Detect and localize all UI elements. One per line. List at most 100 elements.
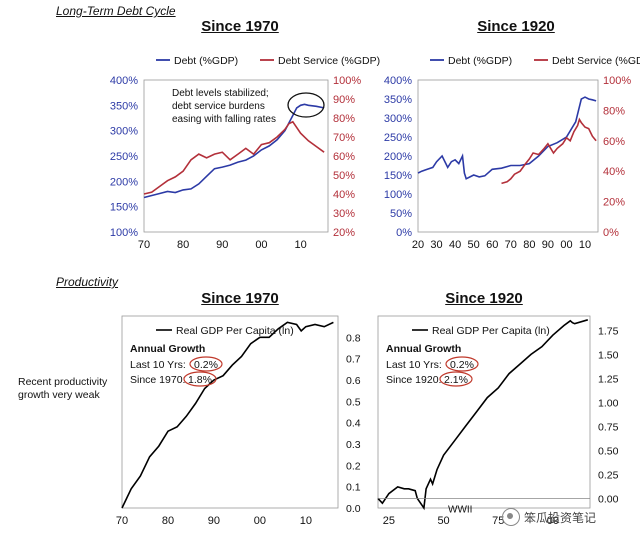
debt-1920-y-left-tick: 150%	[384, 170, 412, 182]
gdp-1920-x-tick: 50	[437, 515, 449, 527]
debt-1920-x-tick: 40	[449, 239, 461, 251]
gdp-1920-growth-circle	[445, 356, 479, 372]
debt-1970-legend-service-label: Debt Service (%GDP)	[278, 55, 380, 67]
debt-1920-y-left-tick: 250%	[384, 132, 412, 144]
debt-1920-x-tick: 20	[412, 239, 424, 251]
watermark: 笨瓜投资笔记	[502, 508, 596, 526]
debt-1970-annotation-line: easing with falling rates	[172, 114, 276, 125]
gdp-1970-y-tick: 0.2	[346, 460, 361, 472]
debt-1920-x-tick: 80	[523, 239, 535, 251]
debt-1970-x-tick: 80	[177, 239, 189, 251]
gdp-1920-series-gdp	[377, 319, 589, 511]
debt-1970-y-left-tick: 400%	[110, 75, 138, 87]
debt-1920-y-left-tick: 400%	[384, 75, 412, 87]
gdp-1920-x-tick: 25	[383, 515, 395, 527]
debt-1920-title: Since 1920	[477, 18, 555, 35]
gdp-1920-x-tick: 75	[492, 515, 504, 527]
debt-1920-x-tick: 90	[542, 239, 554, 251]
debt-1970-series-debt	[143, 103, 325, 199]
debt-1970-y-left-tick: 100%	[110, 227, 138, 239]
debt-1920-plot-frame	[417, 79, 599, 233]
gdp-1970-y-tick: 0.6	[346, 375, 361, 387]
debt-1920-y-right-tick: 80%	[603, 105, 625, 117]
gdp-1920-x-tick: 00	[547, 515, 559, 527]
gdp-1970-series-gdp	[121, 321, 334, 509]
side-note-line-2: growth very weak	[18, 389, 100, 401]
wechat-icon	[502, 508, 520, 526]
gdp-1920-growth-label: Since 1920:	[386, 374, 441, 386]
debt-1920-x-tick: 50	[468, 239, 480, 251]
debt-1920-x-tick: 10	[579, 239, 591, 251]
debt-1920-y-right-tick: 0%	[603, 227, 619, 239]
gdp-1920-annotation-label: WWII	[448, 504, 472, 515]
debt-1970-x-tick: 00	[255, 239, 267, 251]
debt-1920-y-left-tick: 100%	[384, 189, 412, 201]
gdp-1970-y-tick: 0.8	[346, 332, 361, 344]
gdp-1970-y-tick: 0.3	[346, 439, 361, 451]
debt-1970-y-left-tick: 200%	[110, 176, 138, 188]
gdp-1970-growth-title: Annual Growth	[130, 343, 205, 355]
debt-1970-y-left-tick: 250%	[110, 151, 138, 163]
debt-1920-y-right-tick: 60%	[603, 136, 625, 148]
gdp-1970-x-tick: 70	[116, 515, 128, 527]
gdp-1970-x-tick: 10	[300, 515, 312, 527]
debt-1920-legend-debt-label: Debt (%GDP)	[448, 55, 512, 67]
debt-1970-annotation-line: debt service burdens	[172, 101, 265, 112]
gdp-1920-growth-label: Last 10 Yrs:	[386, 359, 442, 371]
gdp-1920-y-tick: 0.25	[598, 469, 619, 481]
gdp-1920-y-tick: 1.00	[598, 397, 619, 409]
debt-1970-y-left-tick: 350%	[110, 100, 138, 112]
debt-1970-y-right-tick: 30%	[333, 208, 355, 220]
debt-1920-x-tick: 00	[560, 239, 572, 251]
gdp-1920-y-tick: 1.50	[598, 349, 619, 361]
debt-1970-plot-frame	[143, 79, 329, 233]
gdp-1970-growth-value: 1.8%	[188, 374, 212, 386]
gdp-1970-legend-label: Real GDP Per Capita (ln)	[176, 325, 294, 337]
debt-1970-y-right-tick: 50%	[333, 170, 355, 182]
debt-1920-y-left-tick: 300%	[384, 113, 412, 125]
debt-1920-y-left-tick: 350%	[384, 94, 412, 106]
gdp-1920-title: Since 1920	[445, 290, 523, 307]
debt-1970-y-right-tick: 20%	[333, 227, 355, 239]
gdp-1970-y-tick: 0.1	[346, 482, 361, 494]
gdp-1920-growth-value: 2.1%	[444, 374, 468, 386]
debt-1970-y-right-tick: 90%	[333, 94, 355, 106]
debt-section-title: Long-Term Debt Cycle	[56, 4, 176, 18]
side-note: Recent productivity growth very weak	[18, 376, 107, 402]
gdp-1920-legend-label: Real GDP Per Capita (ln)	[432, 325, 550, 337]
gdp-1920-growth-circle	[439, 371, 473, 387]
gdp-1970-x-tick: 80	[162, 515, 174, 527]
debt-1920-y-right-tick: 20%	[603, 197, 625, 209]
debt-1970-highlight-circle	[287, 92, 325, 118]
debt-1920-series-debt	[417, 96, 597, 180]
gdp-1920-plot-frame	[377, 315, 591, 509]
debt-1970-annotation-line: Debt levels stabilized;	[172, 88, 269, 99]
gdp-1920-y-tick: 1.75	[598, 325, 619, 337]
debt-1970-x-tick: 90	[216, 239, 228, 251]
debt-1920-y-right-tick: 100%	[603, 75, 631, 87]
debt-1970-y-right-tick: 60%	[333, 151, 355, 163]
debt-1920-x-tick: 60	[486, 239, 498, 251]
debt-1920-x-tick: 30	[430, 239, 442, 251]
watermark-text: 笨瓜投资笔记	[524, 510, 597, 525]
gdp-1970-x-tick: 00	[254, 515, 266, 527]
debt-1920-y-left-tick: 0%	[396, 227, 412, 239]
debt-1920-y-right-tick: 40%	[603, 166, 625, 178]
gdp-1970-y-tick: 0.4	[346, 418, 361, 430]
debt-1970-y-right-tick: 100%	[333, 75, 361, 87]
debt-1970-x-tick: 10	[294, 239, 306, 251]
gdp-1970-growth-label: Since 1970:	[130, 374, 185, 386]
gdp-1970-y-tick: 0.0	[346, 503, 361, 515]
gdp-1970-growth-label: Last 10 Yrs:	[130, 359, 186, 371]
gdp-1970-x-tick: 90	[208, 515, 220, 527]
debt-1970-title: Since 1970	[201, 18, 279, 35]
debt-1920-legend-service-label: Debt Service (%GDP)	[552, 55, 640, 67]
debt-1970-x-tick: 70	[138, 239, 150, 251]
side-note-line-1: Recent productivity	[18, 376, 108, 388]
debt-1970-series-debt-service	[143, 120, 325, 195]
debt-1970-y-left-tick: 150%	[110, 202, 138, 214]
gdp-1970-growth-circle	[183, 371, 217, 387]
gdp-1920-y-tick: 0.75	[598, 421, 619, 433]
debt-1920-y-left-tick: 50%	[390, 208, 412, 220]
